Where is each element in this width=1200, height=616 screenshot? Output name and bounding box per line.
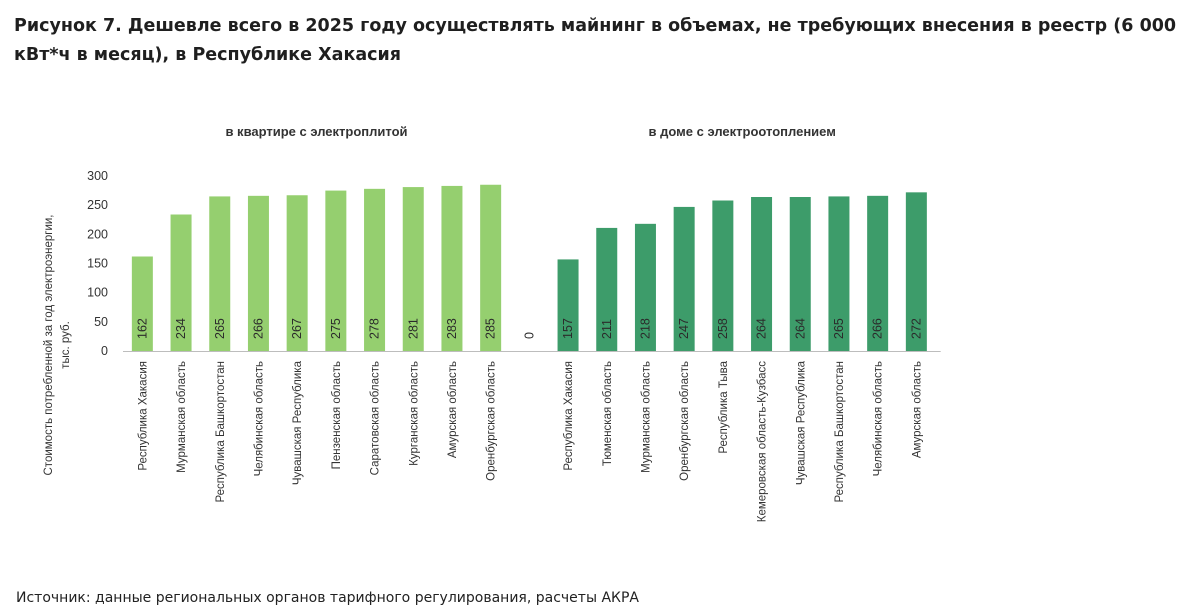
x-category-label: Республика Тыва	[718, 360, 730, 453]
bar	[905, 192, 927, 351]
x-category-label: Челябинская область	[873, 361, 885, 476]
x-category-label: Республика Башкортостан	[834, 361, 846, 503]
bar	[325, 190, 347, 351]
bar-value-label: 157	[561, 318, 575, 339]
x-category-label: Кемеровская область-Кузбасс	[757, 361, 769, 522]
bar-value-label: 0	[522, 332, 536, 339]
figure-title: Рисунок 7. Дешевле всего в 2025 году осу…	[14, 16, 1177, 65]
x-category-label: Амурская область	[447, 361, 459, 458]
bar-value-label: 266	[251, 318, 265, 339]
bar	[402, 187, 424, 351]
bar	[867, 195, 889, 351]
source-note: Источник: данные региональных органов та…	[16, 590, 639, 606]
bar-value-label: 266	[871, 318, 885, 339]
bar	[789, 197, 811, 351]
bar-value-label: 275	[329, 318, 343, 339]
x-category-label: Оренбургская область	[679, 361, 691, 481]
bar-chart: 0 50 100 150 200 250 300 Стоимость потребленной…	[43, 124, 941, 522]
bar-value-label: 278	[368, 318, 382, 339]
group-title: в доме с электроотоплением	[649, 124, 836, 139]
x-category-label: Челябинская область	[253, 361, 265, 476]
y-tick-label: 300	[87, 169, 108, 183]
bar	[596, 227, 618, 351]
bar	[557, 259, 579, 351]
bar-value-label: 258	[716, 318, 730, 339]
y-axis-label: тыс. руб.	[60, 321, 72, 369]
x-category-label: Чувашская Республика	[292, 360, 304, 485]
bar-value-label: 218	[638, 318, 652, 339]
bar-value-label: 265	[832, 318, 846, 339]
x-category-label: Курганская область	[408, 361, 420, 466]
x-category-label: Чувашская Республика	[795, 360, 807, 485]
bar	[828, 196, 850, 351]
bar	[170, 214, 192, 351]
bar	[441, 185, 463, 351]
bar	[364, 188, 386, 351]
bar-value-label: 247	[677, 318, 691, 339]
x-category-label: Мурманская область	[176, 361, 188, 473]
y-tick-label: 200	[87, 227, 108, 241]
bar-value-label: 267	[290, 318, 304, 339]
bar	[634, 223, 656, 351]
bar	[131, 256, 153, 351]
y-tick-label: 100	[87, 286, 108, 300]
bar	[286, 195, 308, 351]
x-category-label: Оренбургская область	[486, 361, 498, 481]
bar	[751, 197, 773, 351]
bar-value-label: 162	[135, 318, 149, 339]
bar	[712, 200, 734, 351]
bar	[247, 195, 269, 351]
x-category-label: Тюменская область	[602, 361, 614, 466]
x-category-label: Амурская область	[911, 361, 923, 458]
bar-value-label: 211	[600, 319, 614, 339]
bar-value-label: 265	[213, 318, 227, 339]
x-category-label: Республика Башкортостан	[215, 361, 227, 503]
bar-value-label: 272	[909, 318, 923, 339]
bar	[480, 184, 502, 351]
y-tick-label: 50	[94, 315, 108, 329]
bar-value-label: 264	[755, 318, 769, 339]
y-tick-label: 150	[87, 257, 108, 271]
bar-value-label: 281	[406, 318, 420, 339]
x-category-label: Саратовская область	[370, 361, 382, 475]
bar	[673, 206, 695, 351]
x-category-label: Пензенская область	[331, 361, 343, 469]
y-tick-label: 250	[87, 198, 108, 212]
x-category-label: Мурманская область	[640, 361, 652, 473]
y-tick-label: 0	[101, 344, 108, 358]
bar-value-label: 234	[174, 318, 188, 339]
bar-value-label: 264	[793, 318, 807, 339]
group-title: в квартире с электроплитой	[225, 124, 407, 139]
x-category-label: Республика Хакасия	[137, 361, 149, 471]
y-axis-label: Стоимость потребленной за год электроэне…	[43, 214, 55, 475]
x-category-label: Республика Хакасия	[563, 361, 575, 471]
bar	[209, 196, 231, 351]
bar-value-label: 283	[445, 318, 459, 339]
bar-value-label: 285	[484, 318, 498, 339]
